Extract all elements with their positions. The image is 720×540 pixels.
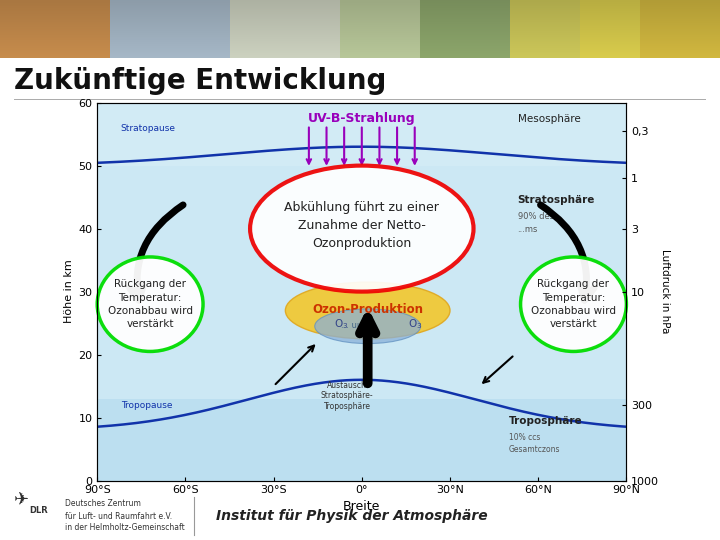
Text: Ozon-Produktion: Ozon-Produktion [312,303,423,316]
Text: ... uum: ... uum [341,321,371,329]
Text: Stratopause: Stratopause [121,124,176,133]
Text: ✈: ✈ [14,492,30,510]
Text: Rückgang der
Temperatur:
Ozonabbau wird
verstärkt: Rückgang der Temperatur: Ozonabbau wird … [531,279,616,329]
Text: Mesosphäre: Mesosphäre [518,113,580,124]
Ellipse shape [315,309,420,343]
Text: Institut für Physik der Atmosphäre: Institut für Physik der Atmosphäre [216,509,487,523]
Ellipse shape [97,257,203,352]
Ellipse shape [285,282,450,339]
Text: Abkühlung führt zu einer
Zunahme der Netto-
Ozonproduktion: Abkühlung führt zu einer Zunahme der Net… [284,201,439,250]
Text: Troposphäre: Troposphäre [509,416,582,426]
X-axis label: Breite: Breite [343,500,380,512]
Y-axis label: Höhe in km: Höhe in km [64,260,74,323]
Text: Rückgang der
Temperatur:
Ozonabbau wird
verstärkt: Rückgang der Temperatur: Ozonabbau wird … [107,279,193,329]
Text: Gesamtczons: Gesamtczons [509,446,560,454]
Text: Deutsches Zentrum: Deutsches Zentrum [65,499,140,508]
Text: 90% des: 90% des [518,212,554,221]
Text: ...ms: ...ms [518,225,538,234]
Text: 10% ccs: 10% ccs [509,433,540,442]
Text: DLR: DLR [29,506,48,515]
Text: O$_3$: O$_3$ [408,318,422,332]
Text: in der Helmholtz-Gemeinschaft: in der Helmholtz-Gemeinschaft [65,523,184,532]
Ellipse shape [521,257,626,352]
Text: UV-B-Strahlung: UV-B-Strahlung [308,112,415,125]
Ellipse shape [250,166,474,292]
Text: O$_{3}$: O$_{3}$ [334,318,348,332]
Text: Zukünftige Entwicklung: Zukünftige Entwicklung [14,67,387,95]
Y-axis label: Luftdruck in hPa: Luftdruck in hPa [660,249,670,334]
Text: Stratosphäre: Stratosphäre [518,195,595,205]
Bar [97,399,626,481]
Text: Austausch
Stratosphäre-
Troposphäre: Austausch Stratosphäre- Troposphäre [321,381,374,411]
Text: Tropopause: Tropopause [121,401,172,410]
Text: für Luft- und Raumfahrt e.V.: für Luft- und Raumfahrt e.V. [65,511,172,521]
Bar [97,103,626,166]
